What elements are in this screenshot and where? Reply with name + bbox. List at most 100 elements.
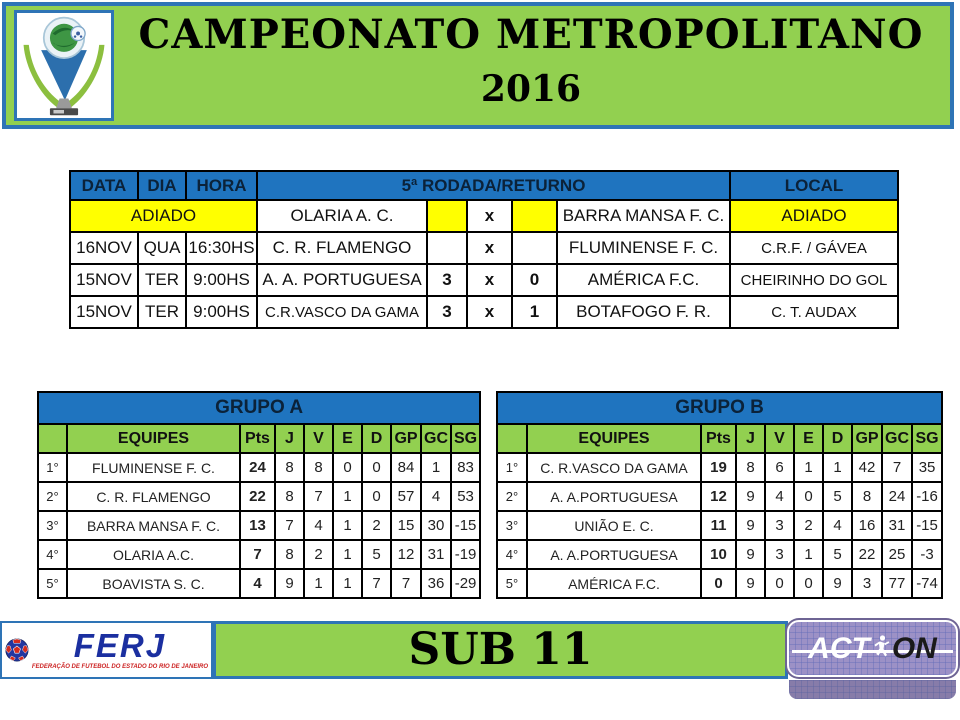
page-title: CAMPEONATO METROPOLITANO <box>138 11 924 58</box>
match-local: CHEIRINHO DO GOL <box>729 263 899 297</box>
match-time: 9:00HS <box>185 295 258 329</box>
tournament-logo <box>14 10 114 121</box>
match-home-team: OLARIA A. C. <box>256 199 428 233</box>
standing-v: 7 <box>303 481 334 512</box>
match-day: TER <box>137 295 187 329</box>
action-logo-base <box>789 680 956 699</box>
match-home-score: 3 <box>426 263 468 297</box>
match-x: x <box>466 231 513 265</box>
standing-pts: 24 <box>239 452 276 483</box>
standing-team: C. R.VASCO DA GAMA <box>526 452 702 483</box>
standing-j: 8 <box>274 539 305 570</box>
match-row: 15NOV TER 9:00HS A. A. PORTUGUESA 3 x 0 … <box>69 263 899 297</box>
standing-gc: 30 <box>420 510 452 541</box>
standing-d: 2 <box>361 510 392 541</box>
header-titles: CAMPEONATO METROPOLITANO 2016 <box>118 11 944 111</box>
standing-e: 1 <box>793 452 824 483</box>
standing-pts: 11 <box>700 510 737 541</box>
soccer-ball-icon <box>5 638 29 662</box>
standing-team: UNIÃO E. C. <box>526 510 702 541</box>
standing-pts: 0 <box>700 568 737 599</box>
match-home-score <box>426 231 468 265</box>
action-text-act: ACT <box>808 631 870 665</box>
standing-e: 2 <box>793 510 824 541</box>
col-header-equipes: EQUIPES <box>526 423 702 454</box>
standing-pos-header <box>496 423 528 454</box>
match-away-score: 0 <box>511 263 558 297</box>
standing-d: 0 <box>361 481 392 512</box>
standing-d: 5 <box>822 481 853 512</box>
standing-row: 5° AMÉRICA F.C. 0 9 0 0 9 3 77 -74 <box>496 568 944 599</box>
standing-gc: 1 <box>420 452 452 483</box>
match-home-team: C. R. FLAMENGO <box>256 231 428 265</box>
match-away-team: AMÉRICA F.C. <box>556 263 731 297</box>
match-row: 16NOV QUA 16:30HS C. R. FLAMENGO x FLUMI… <box>69 231 899 265</box>
col-header-local: LOCAL <box>729 170 899 201</box>
standing-e: 1 <box>332 481 363 512</box>
match-day: QUA <box>137 231 187 265</box>
standing-team: BOAVISTA S. C. <box>66 568 241 599</box>
standing-d: 9 <box>822 568 853 599</box>
match-date: 15NOV <box>69 263 139 297</box>
standing-v: 3 <box>764 539 795 570</box>
standing-pts: 19 <box>700 452 737 483</box>
col-header-gc: GC <box>881 423 913 454</box>
schedule-header-row: DATA DIA HORA 5ª RODADA/RETURNO LOCAL <box>69 170 899 201</box>
standing-d: 5 <box>361 539 392 570</box>
match-away-team: BARRA MANSA F. C. <box>556 199 731 233</box>
standing-e: 1 <box>332 510 363 541</box>
standing-sg: -15 <box>910 510 944 541</box>
col-header-j: J <box>735 423 766 454</box>
standing-row: 4° OLARIA A.C. 7 8 2 1 5 12 31 -19 <box>37 539 482 570</box>
standing-sg: -16 <box>910 481 944 512</box>
standing-pts: 10 <box>700 539 737 570</box>
standing-gc: 31 <box>420 539 452 570</box>
standing-pos: 5° <box>496 568 528 599</box>
standing-j: 8 <box>274 481 305 512</box>
standing-d: 0 <box>361 452 392 483</box>
standing-team: BARRA MANSA F. C. <box>66 510 241 541</box>
match-x: x <box>466 295 513 329</box>
col-header-d: D <box>361 423 392 454</box>
standing-gp: 15 <box>390 510 422 541</box>
year-title: 2016 <box>480 68 582 110</box>
standing-gp: 3 <box>851 568 883 599</box>
standing-j: 9 <box>735 539 766 570</box>
standing-v: 2 <box>303 539 334 570</box>
group-a-table: GRUPO A EQUIPES Pts J V E D GP GC SG 1° … <box>36 391 482 599</box>
standing-d: 1 <box>822 452 853 483</box>
standing-d: 4 <box>822 510 853 541</box>
col-header-sg: SG <box>910 423 944 454</box>
standings-header-row: EQUIPES Pts J V E D GP GC SG <box>37 423 482 454</box>
standing-row: 4° A. A.PORTUGUESA 10 9 3 1 5 22 25 -3 <box>496 539 944 570</box>
standing-pts: 22 <box>239 481 276 512</box>
col-header-j: J <box>274 423 305 454</box>
standing-pts: 4 <box>239 568 276 599</box>
standing-pos: 1° <box>496 452 528 483</box>
match-home-score: 3 <box>426 295 468 329</box>
match-away-team: BOTAFOGO F. R. <box>556 295 731 329</box>
standing-pos: 5° <box>37 568 68 599</box>
standing-j: 9 <box>735 481 766 512</box>
standing-gc: 31 <box>881 510 913 541</box>
col-header-v: V <box>764 423 795 454</box>
standing-row: 1° C. R.VASCO DA GAMA 19 8 6 1 1 42 7 35 <box>496 452 944 483</box>
standing-sg: -29 <box>449 568 482 599</box>
match-home-score <box>426 199 468 233</box>
match-away-score <box>511 231 558 265</box>
col-header-equipes: EQUIPES <box>66 423 241 454</box>
group-a-title: GRUPO A <box>36 391 482 425</box>
standing-pos: 3° <box>496 510 528 541</box>
col-header-pts: Pts <box>700 423 737 454</box>
match-date: 15NOV <box>69 295 139 329</box>
standing-team: OLARIA A.C. <box>66 539 241 570</box>
standing-sg: 83 <box>449 452 482 483</box>
standing-gp: 57 <box>390 481 422 512</box>
standing-v: 6 <box>764 452 795 483</box>
action-logo: ACT ON <box>787 620 958 703</box>
match-local: C.R.F. / GÁVEA <box>729 231 899 265</box>
standing-row: 2° C. R. FLAMENGO 22 8 7 1 0 57 4 53 <box>37 481 482 512</box>
col-header-v: V <box>303 423 334 454</box>
standings-header-row: EQUIPES Pts J V E D GP GC SG <box>496 423 944 454</box>
standing-gc: 36 <box>420 568 452 599</box>
